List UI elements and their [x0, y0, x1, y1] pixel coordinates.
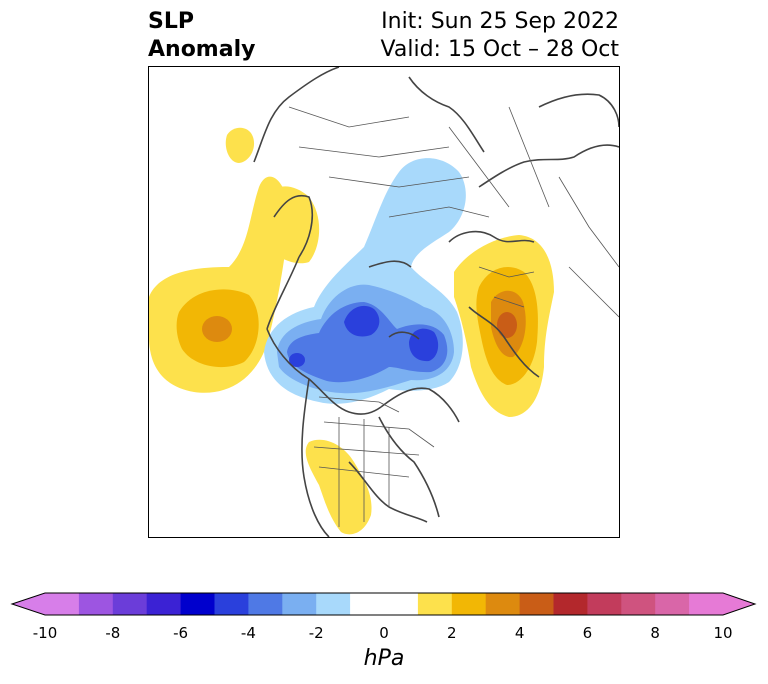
colorbar-segment: [655, 593, 690, 615]
colorbar-segment: [248, 593, 283, 615]
political-borders: [288, 106, 619, 527]
colorbar-segment: [485, 593, 521, 615]
coastlines: [253, 67, 619, 537]
chart-title: SLP Anomaly: [148, 8, 255, 64]
colorbar-segment: [519, 593, 554, 615]
anomaly-aleutian-yellow: [225, 127, 255, 163]
colorbar-segment: [112, 593, 148, 615]
colorbar-segment: [451, 593, 487, 615]
colorbar-segment: [282, 593, 317, 615]
colorbar-tick-label: -6: [173, 624, 189, 642]
colorbar-segment: [146, 593, 182, 615]
colorbar-tick-label: 8: [650, 624, 660, 642]
colorbar: [10, 592, 757, 616]
colorbar-unit: hPa: [363, 646, 405, 671]
colorbar-tick-label: -2: [308, 624, 324, 642]
anomaly-europe-darkorange: [497, 312, 517, 338]
colorbar-tick-label: -8: [105, 624, 121, 642]
colorbar-tick-label: 4: [514, 624, 525, 642]
colorbar-segment: [689, 593, 724, 615]
valid-range: Valid: 15 Oct – 28 Oct: [380, 37, 619, 62]
anomaly-arctic-deepblue: [344, 305, 380, 337]
anomaly-siberia-yellow: [261, 186, 320, 264]
anomaly-alaska-deepblue: [289, 353, 305, 367]
colorbar-segment: [78, 593, 114, 615]
slp-anomaly-map: [148, 66, 620, 538]
colorbar-segment: [180, 593, 215, 615]
colorbar-segment: [350, 593, 385, 615]
colorbar-tick-label: 0: [379, 624, 389, 642]
colorbar-tick-label: 6: [582, 624, 593, 642]
colorbar-max-extend: [723, 593, 755, 615]
init-date: Init: Sun 25 Sep 2022: [381, 9, 619, 34]
colorbar-segment: [316, 593, 351, 615]
colorbar-tick-label: 10: [713, 624, 733, 642]
colorbar-segment: [417, 593, 453, 615]
colorbar-segment: [45, 593, 80, 615]
colorbar-min-extend: [12, 593, 45, 615]
colorbar-segment: [384, 593, 419, 615]
colorbar-tick-label: 2: [447, 624, 457, 642]
anomaly-arctic-blue: [287, 302, 448, 383]
colorbar-segment: [553, 593, 588, 615]
colorbar-segment: [587, 593, 622, 615]
colorbar-outline: [10, 592, 757, 616]
anomaly-pacific-orange: [202, 316, 232, 342]
colorbar-tick-label: -10: [32, 624, 58, 642]
title-line-1: SLP: [148, 9, 194, 34]
colorbar-tick-label: -4: [240, 624, 256, 642]
title-line-2: Anomaly: [148, 37, 256, 62]
colorbar-segment: [621, 593, 656, 615]
colorbar-segment: [214, 593, 249, 615]
forecast-info: Init: Sun 25 Sep 2022 Valid: 15 Oct – 28…: [381, 8, 619, 64]
